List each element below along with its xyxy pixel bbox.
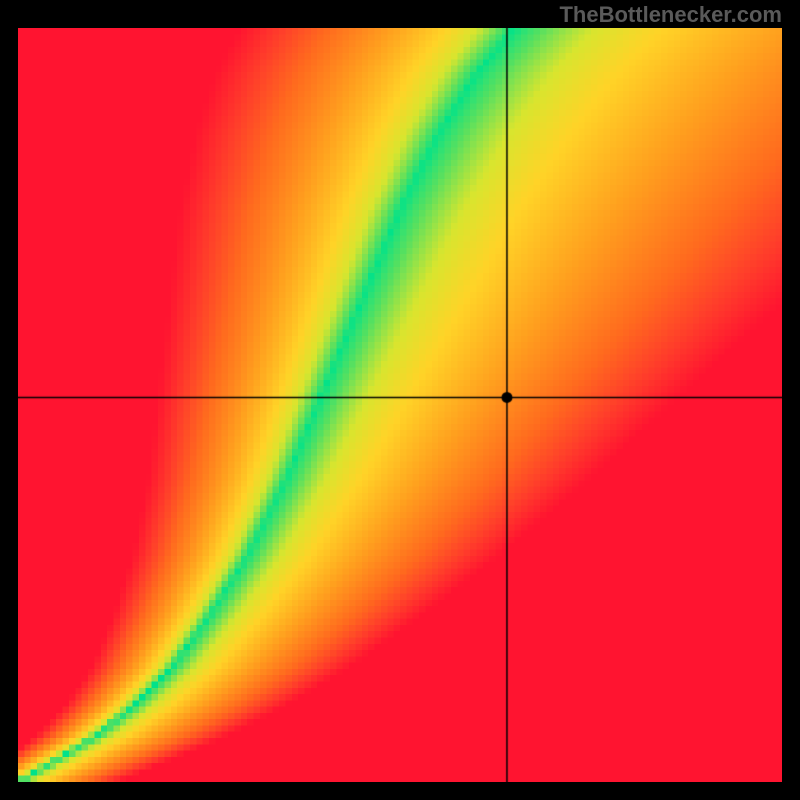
watermark-text: TheBottlenecker.com bbox=[559, 2, 782, 28]
crosshair-overlay bbox=[18, 28, 782, 782]
chart-container: TheBottlenecker.com bbox=[0, 0, 800, 800]
